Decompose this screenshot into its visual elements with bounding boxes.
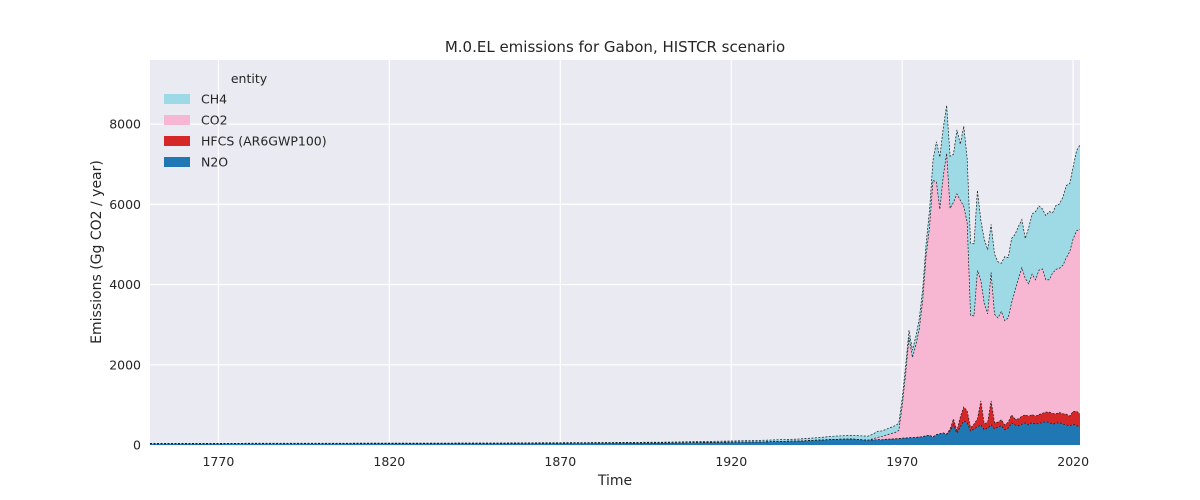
stacked-areas xyxy=(150,105,1080,445)
legend-entry: CO2 xyxy=(201,113,228,128)
y-tick-label: 6000 xyxy=(109,197,141,212)
x-axis-ticks: 1770 1820 1870 1920 1970 2020 xyxy=(202,454,1089,469)
x-tick-label: 1920 xyxy=(715,454,747,469)
legend-entry: CH4 xyxy=(201,92,227,107)
x-tick-label: 1770 xyxy=(202,454,234,469)
series-boundaries xyxy=(149,105,1081,445)
boundary-ch4 xyxy=(149,105,1081,444)
legend-entry: HFCS (AR6GWP100) xyxy=(201,134,327,149)
x-tick-label: 1970 xyxy=(886,454,918,469)
y-tick-label: 2000 xyxy=(109,357,141,372)
boundary-hfcs-ar6gwp100- xyxy=(149,400,1081,445)
x-tick-label: 2020 xyxy=(1057,454,1089,469)
chart-title: M.0.EL emissions for Gabon, HISTCR scena… xyxy=(445,38,785,56)
legend-entry: N2O xyxy=(201,155,228,170)
y-axis-ticks: 0 2000 4000 6000 8000 xyxy=(109,117,141,453)
y-tick-label: 0 xyxy=(133,438,141,453)
y-tick-label: 8000 xyxy=(109,117,141,132)
area-co2 xyxy=(150,153,1080,444)
legend-title: entity xyxy=(231,71,268,86)
x-axis-label: Time xyxy=(597,473,632,489)
legend: entity CH4 CO2 HFCS (AR6GWP100) N2O xyxy=(164,71,327,170)
legend-swatch xyxy=(164,157,190,167)
y-axis-label: Emissions (Gg CO2 / year) xyxy=(89,160,105,344)
y-tick-label: 4000 xyxy=(109,277,141,292)
legend-swatch xyxy=(164,94,190,104)
area-n2o xyxy=(150,420,1080,445)
x-tick-label: 1870 xyxy=(544,454,576,469)
x-tick-label: 1820 xyxy=(373,454,405,469)
legend-swatch xyxy=(164,115,190,125)
boundary-co2 xyxy=(149,153,1081,445)
legend-swatch xyxy=(164,136,190,146)
